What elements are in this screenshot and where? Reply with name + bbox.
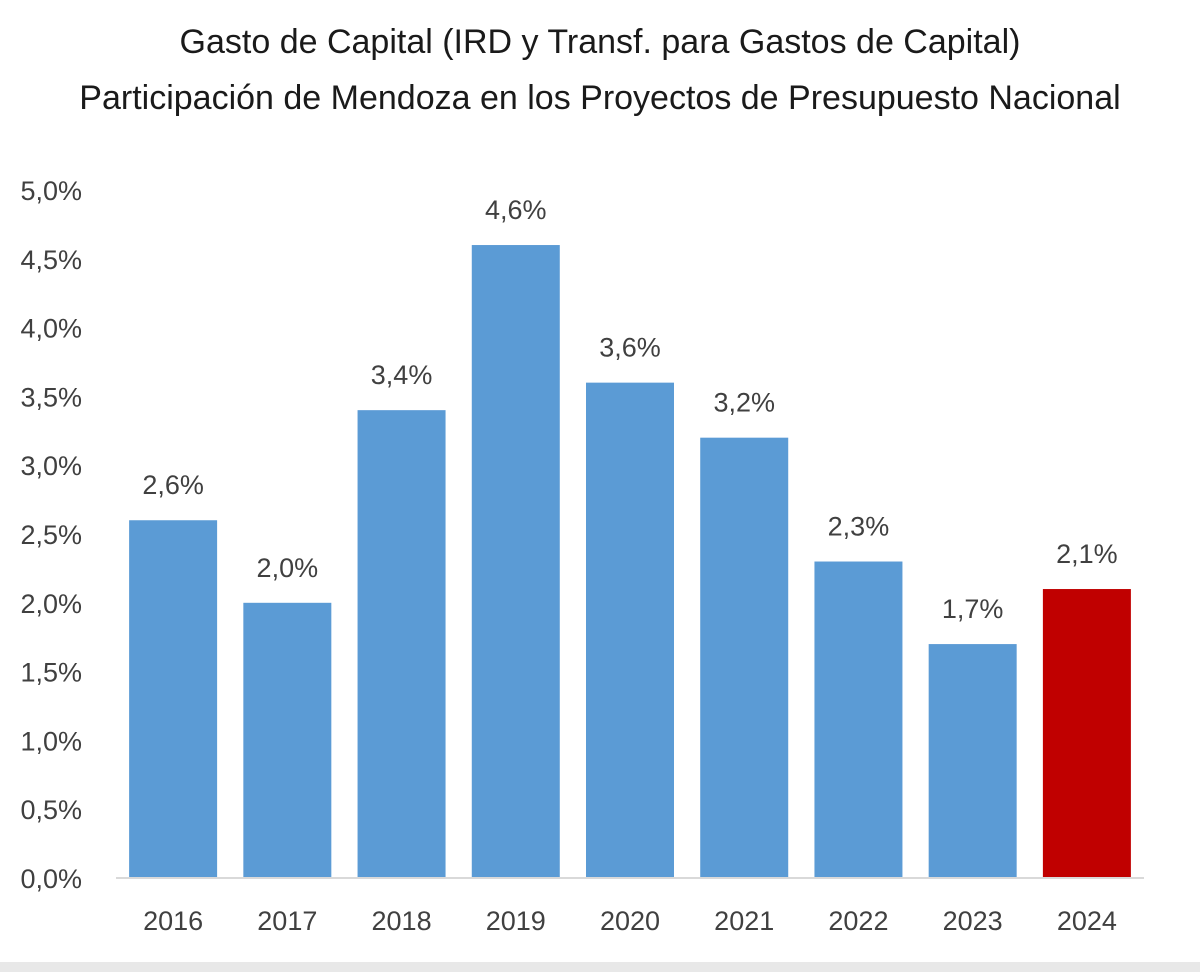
chart-subtitle: Participación de Mendoza en los Proyecto…: [79, 79, 1121, 117]
bar-2023: [928, 644, 1017, 878]
bar-2022: [814, 561, 903, 878]
data-label-2024: 2,1%: [1056, 539, 1118, 569]
x-tick-label: 2020: [600, 906, 660, 936]
data-label-2017: 2,0%: [257, 553, 319, 583]
bar-2019: [471, 245, 560, 879]
data-label-2023: 1,7%: [942, 594, 1004, 624]
y-tick-label: 1,0%: [20, 726, 82, 756]
data-label-2019: 4,6%: [485, 195, 547, 225]
x-tick-label: 2016: [143, 906, 203, 936]
y-tick-label: 4,5%: [20, 245, 82, 275]
y-tick-label: 0,5%: [20, 795, 82, 825]
data-label-2021: 3,2%: [713, 388, 775, 418]
x-tick-label: 2018: [372, 906, 432, 936]
y-tick-label: 3,0%: [20, 451, 82, 481]
y-tick-label: 1,5%: [20, 658, 82, 688]
y-tick-label: 2,5%: [20, 520, 82, 550]
bar-2021: [700, 437, 789, 878]
y-tick-label: 4,0%: [20, 314, 82, 344]
chart-title: Gasto de Capital (IRD y Transf. para Gas…: [179, 23, 1021, 61]
x-tick-label: 2024: [1057, 906, 1117, 936]
bar-2024: [1042, 589, 1131, 878]
x-tick-label: 2021: [714, 906, 774, 936]
x-tick-label: 2019: [486, 906, 546, 936]
bar-2018: [357, 410, 446, 878]
data-label-2020: 3,6%: [599, 333, 661, 363]
bar-2020: [586, 382, 674, 878]
bottom-band: [0, 962, 1200, 972]
y-tick-label: 0,0%: [20, 864, 82, 894]
chart-title-block: Gasto de Capital (IRD y Transf. para Gas…: [0, 14, 1200, 126]
x-tick-label: 2023: [943, 906, 1003, 936]
x-tick-label: 2022: [828, 906, 888, 936]
data-label-2018: 3,4%: [371, 360, 433, 390]
data-label-2022: 2,3%: [828, 512, 890, 542]
bar-2016: [129, 520, 218, 878]
x-tick-label: 2017: [257, 906, 317, 936]
y-tick-label: 2,0%: [20, 589, 82, 619]
y-tick-label: 5,0%: [20, 176, 82, 206]
bar-2017: [243, 602, 332, 878]
y-tick-label: 3,5%: [20, 382, 82, 412]
data-label-2016: 2,6%: [142, 470, 204, 500]
